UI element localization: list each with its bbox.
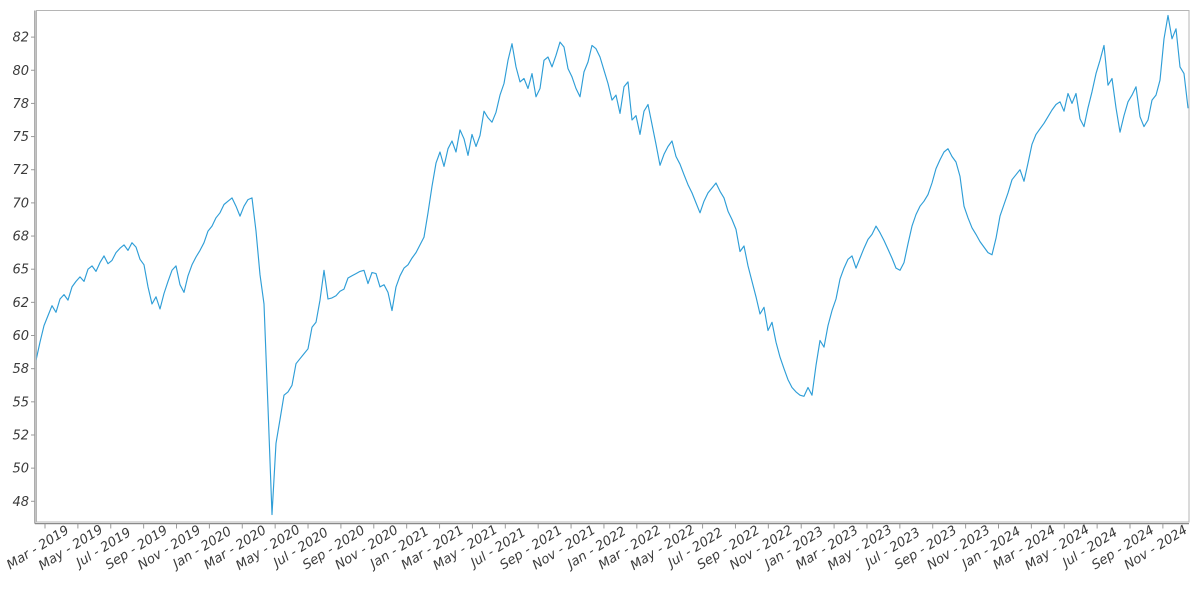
y-tick-label: 82 [12, 31, 29, 46]
y-tick-label: 52 [12, 428, 29, 443]
y-tick-label: 75 [12, 130, 29, 145]
y-tick-label: 68 [12, 230, 29, 245]
y-tick-label: 60 [12, 329, 29, 344]
y-tick-label: 62 [12, 296, 29, 311]
price-line [36, 14, 1189, 516]
y-tick-label: 72 [12, 163, 29, 178]
y-tick-label: 70 [12, 196, 29, 211]
y-tick-label: 80 [12, 64, 29, 79]
y-tick-label: 58 [12, 362, 29, 377]
y-tick-label: 55 [12, 395, 29, 410]
plot-border [36, 10, 1190, 523]
y-tick-label: 65 [12, 263, 29, 278]
y-tick-label: 48 [12, 495, 29, 510]
y-tick-label: 50 [12, 462, 29, 477]
y-tick-label: 78 [12, 97, 29, 112]
